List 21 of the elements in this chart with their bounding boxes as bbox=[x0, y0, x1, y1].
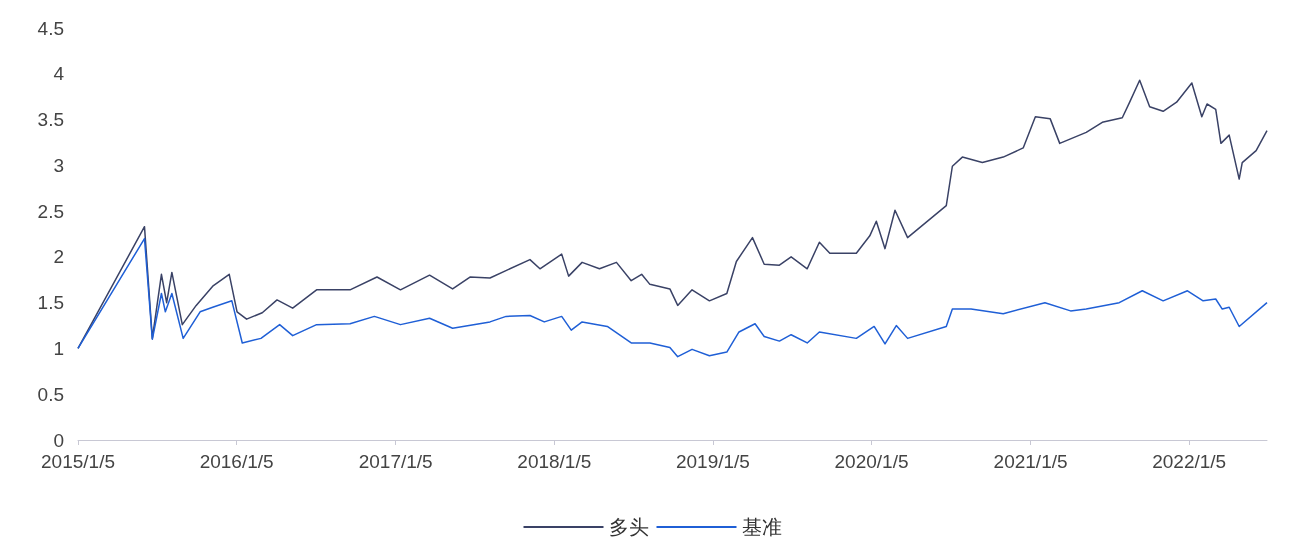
y-tick-label: 2 bbox=[53, 246, 64, 268]
y-tick-label: 4.5 bbox=[37, 17, 64, 39]
line-series bbox=[77, 237, 1268, 358]
y-tick-label: 0 bbox=[53, 429, 64, 451]
x-tick-label: 2016/1/5 bbox=[199, 451, 274, 472]
x-tick-label: 2015/1/5 bbox=[41, 451, 115, 472]
x-tick-label: 2022/1/5 bbox=[1152, 451, 1227, 472]
legend-label: 多头 bbox=[608, 515, 649, 539]
x-tick-label: 2020/1/5 bbox=[834, 451, 909, 472]
y-tick-label: 3 bbox=[53, 154, 64, 176]
x-tick-label: 2018/1/5 bbox=[517, 451, 592, 472]
x-tick-label: 2019/1/5 bbox=[675, 451, 750, 472]
y-tick-label: 0.5 bbox=[37, 383, 64, 405]
y-tick-label: 3.5 bbox=[37, 109, 64, 131]
x-tick-label: 2017/1/5 bbox=[358, 451, 433, 472]
legend-label: 基准 bbox=[741, 515, 782, 539]
x-tick-label: 2021/1/5 bbox=[993, 451, 1068, 472]
y-tick-label: 1.5 bbox=[37, 292, 64, 314]
y-tick-label: 1 bbox=[53, 337, 64, 359]
y-tick-label: 4 bbox=[53, 63, 65, 85]
y-tick-label: 2.5 bbox=[37, 200, 64, 222]
